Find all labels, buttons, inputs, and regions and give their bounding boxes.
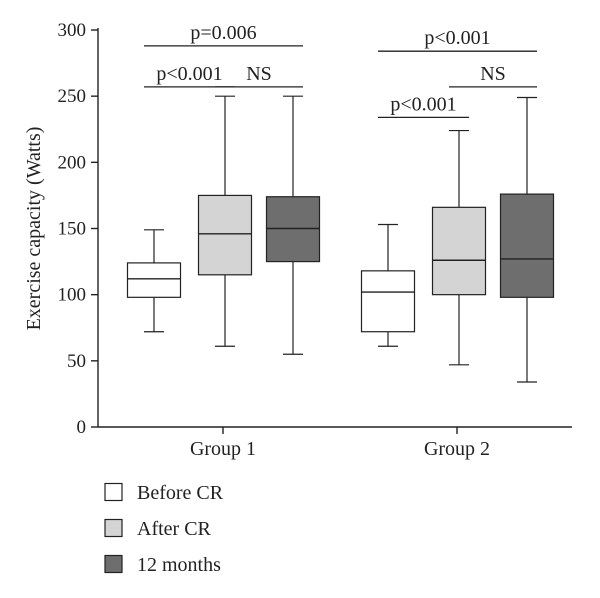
significance-label: NS [246, 63, 272, 85]
y-tick-label: 100 [58, 285, 87, 306]
box-before-cr-group-2 [360, 223, 416, 347]
iqr-box [499, 193, 555, 298]
legend-label: After CR [137, 518, 212, 540]
significance-label: p<0.001 [424, 27, 490, 49]
box-after-cr-group-2 [431, 129, 487, 366]
iqr-box [126, 262, 182, 298]
y-tick-label: 150 [58, 219, 87, 240]
y-axis-title: Exercise capacity (Watts) [23, 127, 45, 331]
y-tick-label: 50 [67, 351, 86, 372]
box-12-months-group-2 [499, 96, 555, 383]
y-tick-label: 200 [58, 152, 87, 173]
y-tick-label: 0 [77, 417, 87, 438]
significance-label: p=0.006 [190, 22, 256, 44]
box-before-cr-group-1 [126, 229, 182, 333]
legend-swatch [104, 518, 123, 538]
iqr-box [360, 270, 416, 333]
y-tick-label: 250 [58, 86, 87, 107]
significance-label: p<0.001 [156, 63, 222, 85]
x-category-label: Group 1 [190, 438, 256, 460]
y-tick-label: 300 [58, 20, 87, 41]
box-after-cr-group-1 [197, 95, 253, 347]
legend-swatch [104, 554, 123, 574]
legend-label: Before CR [137, 482, 224, 504]
legend-label: 12 months [137, 554, 221, 576]
iqr-box [431, 206, 487, 296]
box-12-months-group-1 [265, 95, 321, 355]
significance-label: p<0.001 [390, 93, 456, 115]
significance-label: NS [480, 63, 506, 85]
legend-swatch [104, 482, 123, 502]
x-category-label: Group 2 [424, 438, 490, 460]
iqr-box [197, 194, 253, 276]
legend: Before CR After CR 12 months [104, 482, 224, 576]
